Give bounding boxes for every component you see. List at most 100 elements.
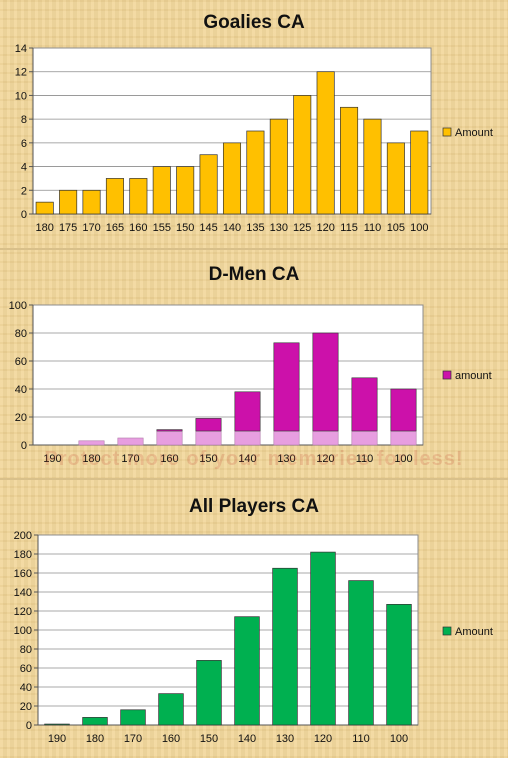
bar-base: [312, 430, 339, 446]
bar: [386, 142, 405, 215]
x-tick-label: 130: [276, 733, 294, 745]
bar: [176, 166, 195, 215]
bar-base: [78, 440, 105, 446]
bar: [82, 189, 101, 215]
y-tick-label: 200: [14, 530, 32, 542]
legend-swatch: [442, 127, 452, 137]
x-tick-label: 180: [36, 222, 54, 234]
x-tick-label: 110: [356, 453, 374, 465]
y-tick-label: 6: [21, 138, 27, 150]
bar: [120, 709, 146, 726]
chart-title-goalies: Goalies CA: [203, 12, 305, 33]
bar: [234, 391, 261, 432]
bar: [293, 95, 312, 215]
y-tick-label: 140: [14, 587, 32, 599]
y-tick-label: 8: [21, 114, 27, 126]
bar: [312, 332, 339, 432]
x-tick-label: 150: [176, 222, 194, 234]
y-tick-label: 180: [14, 549, 32, 561]
y-tick-label: 80: [20, 644, 32, 656]
x-tick-label: 170: [124, 733, 142, 745]
bar-base: [156, 430, 183, 446]
bar: [59, 189, 78, 215]
x-tick-label: 190: [43, 453, 61, 465]
y-tick-label: 40: [20, 682, 32, 694]
bar: [199, 154, 218, 215]
x-tick-label: 140: [223, 222, 241, 234]
legend-swatch: [442, 626, 452, 636]
y-tick-label: 60: [20, 663, 32, 675]
x-tick-label: 125: [293, 222, 311, 234]
bar: [363, 118, 382, 215]
goalies-chart: 0 2 4 6 8 10 12 14 180 175 170 165 160 155 150 145 140 13…: [15, 43, 493, 234]
y-tick-label: 0: [21, 440, 27, 452]
bar-base: [117, 437, 144, 446]
bar: [222, 142, 242, 215]
x-tick-label: 180: [86, 733, 104, 745]
x-tick-label: 130: [270, 222, 288, 234]
bar: [44, 723, 70, 726]
x-tick-label: 150: [200, 733, 218, 745]
y-tick-label: 20: [15, 412, 27, 424]
x-tick-label: 190: [48, 733, 66, 745]
bar: [316, 71, 335, 215]
y-tick-label: 60: [15, 356, 27, 368]
legend-label: Amount: [455, 127, 493, 139]
bar: [273, 342, 300, 432]
legend-label: amount: [455, 370, 492, 382]
x-tick-label: 105: [387, 222, 405, 234]
bar: [234, 616, 260, 726]
bar-base: [195, 430, 222, 446]
bar: [195, 418, 222, 432]
x-tick-label: 120: [316, 222, 334, 234]
bar: [129, 178, 148, 215]
y-tick-label: 20: [20, 701, 32, 713]
bar: [272, 567, 298, 726]
x-tick-label: 175: [59, 222, 77, 234]
x-tick-label: 170: [121, 453, 139, 465]
bar: [105, 178, 124, 215]
x-tick-label: 180: [82, 453, 100, 465]
y-tick-label: 0: [26, 720, 32, 732]
x-tick-label: 100: [410, 222, 428, 234]
x-tick-label: 135: [246, 222, 264, 234]
y-tick-label: 4: [21, 162, 27, 174]
y-tick-label: 80: [15, 328, 27, 340]
x-tick-label: 130: [277, 453, 295, 465]
x-tick-label: 140: [238, 733, 256, 745]
dmen-chart: 0 20 40 60 80 100 190 180 170 160 150 140 130 120 110 1…: [9, 300, 492, 465]
x-tick-label: 120: [314, 733, 332, 745]
bar: [196, 660, 222, 726]
x-tick-label: 100: [390, 733, 408, 745]
x-tick-label: 170: [82, 222, 100, 234]
x-tick-label: 145: [199, 222, 217, 234]
legend-swatch: [442, 370, 452, 380]
x-tick-label: 160: [162, 733, 180, 745]
y-tick-label: 2: [21, 185, 27, 197]
chart-title-all-players: All Players CA: [189, 496, 319, 517]
x-tick-label: 150: [199, 453, 217, 465]
bar: [152, 166, 171, 215]
y-tick-label: 10: [15, 90, 27, 102]
bar: [386, 603, 412, 726]
x-tick-label: 140: [238, 453, 256, 465]
divider: [0, 248, 508, 250]
chart-title-dmen: D-Men CA: [208, 264, 300, 285]
bar-base: [234, 430, 261, 446]
bar: [156, 429, 183, 432]
bar: [269, 118, 288, 215]
bar: [348, 580, 374, 726]
bar: [340, 106, 359, 215]
all-players-chart: 0 20 40 60 80 100 120 140 160 180 200 190 180 170 160 1…: [14, 530, 493, 745]
x-tick-label: 115: [340, 222, 358, 234]
y-tick-label: 120: [14, 606, 32, 618]
x-tick-label: 100: [394, 453, 412, 465]
bar: [310, 551, 336, 726]
watermark-text: Protect more of your memories for less!: [44, 448, 464, 470]
x-tick-label: 165: [106, 222, 124, 234]
divider: [0, 478, 508, 480]
y-tick-label: 12: [15, 67, 27, 79]
x-tick-label: 110: [364, 222, 382, 234]
bar-base: [351, 430, 378, 446]
y-tick-label: 160: [14, 568, 32, 580]
